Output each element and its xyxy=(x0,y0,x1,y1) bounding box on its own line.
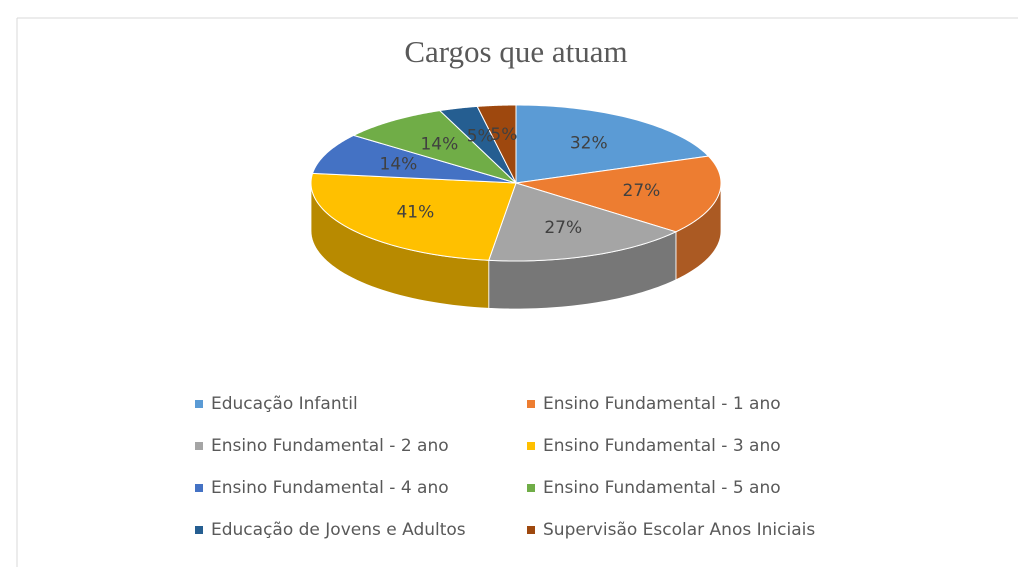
slice xyxy=(438,105,517,184)
data-label: 14% xyxy=(420,134,458,154)
data-label: 41% xyxy=(396,203,434,223)
data-label: 14% xyxy=(380,155,418,175)
data-label: 27% xyxy=(623,181,661,201)
data-label: 32% xyxy=(570,133,608,153)
slice xyxy=(488,182,678,262)
legend-marker xyxy=(195,400,203,408)
slice xyxy=(515,104,710,184)
legend-marker xyxy=(527,484,535,492)
legend-label: Educação Infantil xyxy=(211,394,358,414)
legend-marker xyxy=(527,400,535,408)
data-label: 5% xyxy=(490,125,517,145)
legend-marker xyxy=(195,484,203,492)
legend-label: Ensino Fundamental - 2 ano xyxy=(211,436,449,456)
legend-label: Supervisão Escolar Anos Iniciais xyxy=(543,520,815,540)
legend-marker xyxy=(527,442,535,450)
legend-marker xyxy=(527,526,535,534)
legend-marker xyxy=(195,442,203,450)
legend-marker xyxy=(195,526,203,534)
legend-label: Ensino Fundamental - 5 ano xyxy=(543,478,781,498)
legend-label: Ensino Fundamental - 3 ano xyxy=(543,436,781,456)
slice xyxy=(352,110,517,184)
slice xyxy=(476,104,517,184)
chart-title: Cargos que atuam xyxy=(404,34,627,69)
data-label: 5% xyxy=(467,127,494,147)
slice xyxy=(311,134,517,184)
legend-label: Ensino Fundamental - 4 ano xyxy=(211,478,449,498)
data-label: 27% xyxy=(544,218,582,238)
slice xyxy=(310,172,517,261)
slice xyxy=(515,155,722,233)
legend-label: Ensino Fundamental - 1 ano xyxy=(543,394,781,414)
legend-label: Educação de Jovens e Adultos xyxy=(211,520,466,540)
